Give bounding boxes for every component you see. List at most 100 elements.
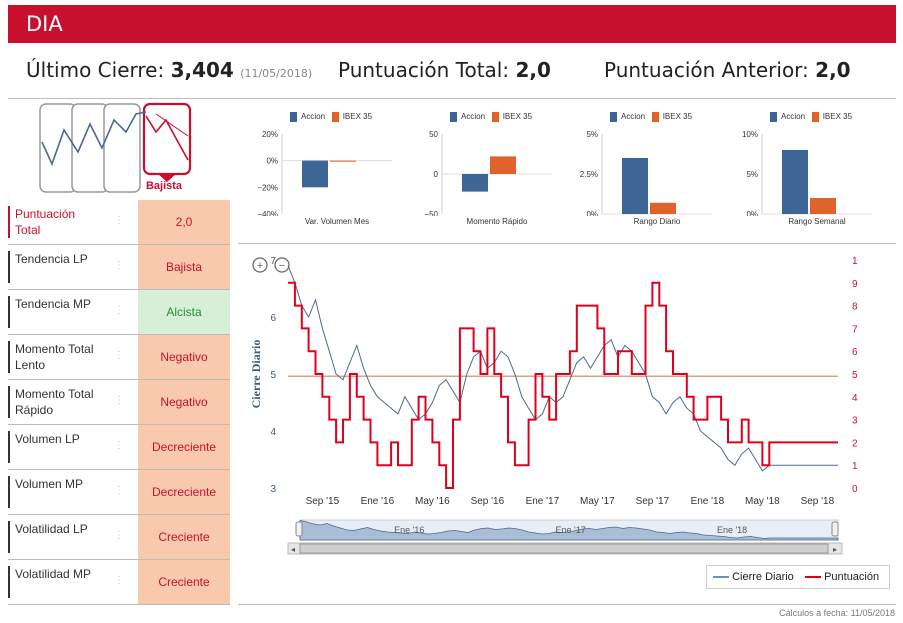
legend-accion: Accion <box>621 112 646 122</box>
navigator-series <box>299 520 839 541</box>
indicator-row[interactable]: Puntuación Total ⋮ 2,0 <box>8 200 230 245</box>
legend-accion: Accion <box>781 112 806 122</box>
legend-price[interactable]: Cierre Diario <box>713 571 794 583</box>
x-tick-label: Ene '16 <box>361 496 395 507</box>
total-score-label: Puntuación Total: <box>338 58 510 82</box>
navigator-tick-label: Ene '16 <box>394 525 424 535</box>
indicator-label: Momento Total Lento <box>8 341 103 373</box>
y-tick-label: 4 <box>270 427 276 438</box>
y-tick-label: 3 <box>270 484 276 495</box>
indicator-value: Negativo <box>138 380 230 424</box>
indicator-label: Volumen LP <box>8 431 103 463</box>
navigator-tick-label: Ene '18 <box>717 525 747 535</box>
y-tick-label: 2.5% <box>580 170 598 179</box>
indicator-value: Creciente <box>138 560 230 604</box>
drag-handle-icon: ⋮ <box>114 530 124 541</box>
indicator-value: Alcista <box>138 290 230 334</box>
indicator-row[interactable]: Tendencia LP ⋮ Bajista <box>8 245 230 290</box>
drag-handle-icon: ⋮ <box>114 440 124 451</box>
bar-accion <box>622 158 648 214</box>
x-axis-label: Rango Semanal <box>788 217 846 226</box>
svg-text:−: − <box>279 260 285 272</box>
indicator-row[interactable]: Volatilidad LP ⋮ Creciente <box>8 515 230 560</box>
zoom-out-icon[interactable] <box>274 257 290 273</box>
svg-text:+: + <box>257 260 263 272</box>
y2-tick-label: 0 <box>852 484 858 495</box>
indicator-row[interactable]: Volatilidad MP ⋮ Creciente <box>8 560 230 605</box>
y-tick-label: 6 <box>270 313 276 324</box>
indicator-row[interactable]: Tendencia MP ⋮ Alcista <box>8 290 230 335</box>
y-tick-label: −50 <box>424 210 438 216</box>
prev-score-value: 2,0 <box>815 58 851 82</box>
scrollbar-thumb[interactable] <box>299 543 829 554</box>
y2-tick-label: 9 <box>852 279 858 290</box>
y2-tick-label: 1 <box>852 461 858 472</box>
legend-accion: Accion <box>461 112 486 122</box>
drag-handle-icon: ⋮ <box>114 575 124 586</box>
x-tick-label: Sep '17 <box>636 496 670 507</box>
series-line-puntuacion <box>288 281 838 489</box>
indicator-label: Momento Total Rápido <box>8 386 103 418</box>
y2-tick-label: 4 <box>852 393 858 404</box>
y2-tick-label: 8 <box>852 302 858 313</box>
y2-tick-label: 10 <box>852 256 858 267</box>
legend-accion: Accion <box>301 112 326 122</box>
indicator-value: Negativo <box>138 335 230 379</box>
x-tick-label: Ene '17 <box>526 496 560 507</box>
legend-ibex: IBEX 35 <box>822 112 853 122</box>
divider <box>238 243 896 244</box>
y-tick-label: 5% <box>586 130 598 139</box>
y-tick-label: 0% <box>586 210 598 216</box>
pattern-verdict: Bajista <box>145 180 183 192</box>
indicator-value: 2,0 <box>138 200 230 244</box>
mini-legend: Accion IBEX 35 <box>290 112 372 122</box>
indicator-row[interactable]: Volumen MP ⋮ Decreciente <box>8 470 230 515</box>
legend-ibex: IBEX 35 <box>502 112 533 122</box>
footer-note: Cálculos a fecha: 11/05/2018 <box>779 608 895 618</box>
legend-score[interactable]: Puntuación <box>805 571 879 583</box>
prev-score-label: Puntuación Anterior: <box>604 58 809 82</box>
indicator-row[interactable]: Momento Total Lento ⋮ Negativo <box>8 335 230 380</box>
indicator-label: Volumen MP <box>8 476 103 508</box>
drag-handle-icon: ⋮ <box>114 395 124 406</box>
legend-score-label: Puntuación <box>824 571 880 583</box>
y2-tick-label: 3 <box>852 416 858 427</box>
trend-pattern-icon <box>39 102 192 193</box>
x-axis-label: Var. Volumen Mes <box>304 217 370 226</box>
y-tick-label: 0 <box>434 170 439 179</box>
zoom-in-icon[interactable] <box>252 257 268 273</box>
last-close-value: 3,404 <box>170 58 234 82</box>
mini-legend: Accion IBEX 35 <box>770 112 852 122</box>
bar-ibex <box>490 156 516 174</box>
navigator-handle-right[interactable] <box>831 521 839 537</box>
scroll-right-icon[interactable]: ▸ <box>833 545 837 554</box>
x-tick-label: May '16 <box>415 496 450 507</box>
bar-accion <box>302 160 328 188</box>
divider <box>238 604 896 605</box>
chart-legend: Cierre Diario Puntuación <box>706 565 890 589</box>
y2-tick-label: 7 <box>852 324 858 335</box>
scroll-left-icon[interactable]: ◂ <box>291 545 295 554</box>
indicator-value: Decreciente <box>138 425 230 469</box>
drag-handle-icon: ⋮ <box>114 485 124 496</box>
x-tick-label: Sep '16 <box>471 496 505 507</box>
y-tick-label: −40% <box>257 210 278 216</box>
legend-price-label: Cierre Diario <box>732 571 794 583</box>
last-close: Último Cierre: 3,404 (11/05/2018) <box>26 58 312 82</box>
indicator-row[interactable]: Momento Total Rápido ⋮ Negativo <box>8 380 230 425</box>
bar-accion <box>782 150 808 214</box>
mini-bar-chart: Accion IBEX 35 10% 5% 0% Rango Semanal <box>726 112 876 232</box>
y-tick-label: 10% <box>742 130 758 139</box>
x-tick-label: May '17 <box>580 496 615 507</box>
drag-handle-icon: ⋮ <box>114 260 124 271</box>
indicator-row[interactable]: Volumen LP ⋮ Decreciente <box>8 425 230 470</box>
legend-ibex: IBEX 35 <box>342 112 373 122</box>
x-tick-label: May '18 <box>745 496 780 507</box>
y-tick-label: 50 <box>429 130 438 139</box>
total-score: Puntuación Total: 2,0 <box>338 58 551 82</box>
x-tick-label: Sep '15 <box>306 496 340 507</box>
page-header: DIA <box>8 5 896 43</box>
indicator-label: Volatilidad LP <box>8 521 103 553</box>
navigator-handle-left[interactable] <box>295 521 303 537</box>
y-tick-label: 7 <box>270 256 276 267</box>
